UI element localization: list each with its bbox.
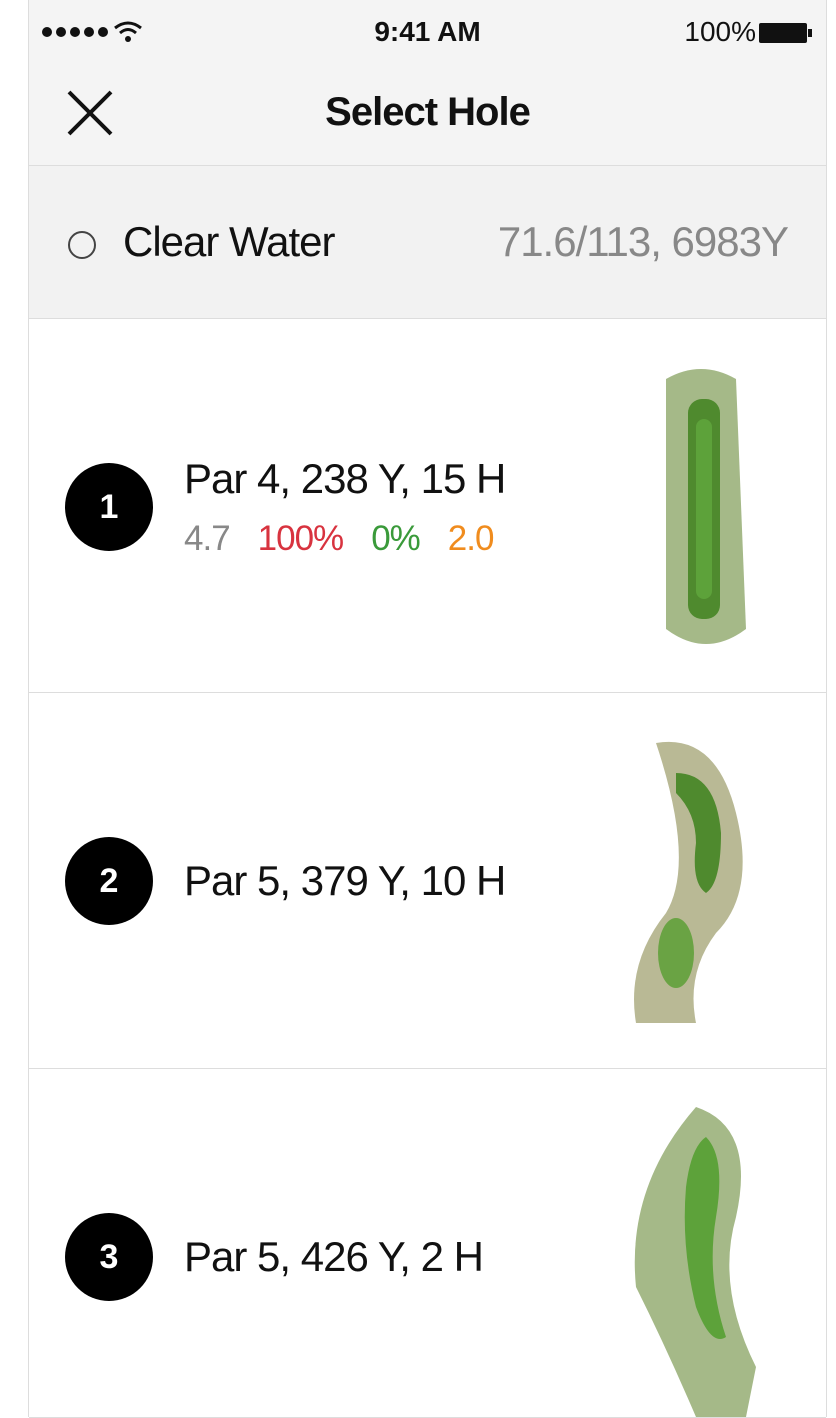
hole-info: Par 5, 379 Y, 10 H bbox=[184, 857, 505, 905]
hole-map bbox=[636, 359, 766, 659]
battery-icon bbox=[758, 22, 814, 44]
hole-row[interactable]: 2 Par 5, 379 Y, 10 H bbox=[29, 693, 826, 1069]
hole-row[interactable]: 1 Par 4, 238 Y, 15 H 4.7 100% 0% 2.0 bbox=[29, 319, 826, 693]
hole-map bbox=[626, 1107, 766, 1417]
battery-percent: 100% bbox=[684, 16, 756, 48]
stat: 4.7 bbox=[184, 519, 230, 558]
course-rating: 71.6/113, 6983Y bbox=[498, 218, 788, 266]
course-row[interactable]: Clear Water 71.6/113, 6983Y bbox=[29, 166, 826, 319]
nav-bar: Select Hole bbox=[29, 62, 826, 166]
hole-row[interactable]: 3 Par 5, 426 Y, 2 H bbox=[29, 1069, 826, 1418]
stat: 0% bbox=[371, 519, 420, 558]
hole-info: Par 5, 426 Y, 2 H bbox=[184, 1233, 483, 1281]
stat: 2.0 bbox=[448, 519, 494, 558]
hole-map bbox=[626, 733, 766, 1033]
hole-info: Par 4, 238 Y, 15 H bbox=[184, 455, 505, 503]
stat: 100% bbox=[258, 519, 344, 558]
screen: 9:41 AM 100% Select Hole Clear Water 71.… bbox=[28, 0, 827, 1417]
status-bar: 9:41 AM 100% bbox=[29, 0, 826, 62]
nav-title: Select Hole bbox=[29, 90, 826, 135]
hole-number: 3 bbox=[65, 1213, 153, 1301]
hole-number: 1 bbox=[65, 463, 153, 551]
hole-number: 2 bbox=[65, 837, 153, 925]
course-name: Clear Water bbox=[123, 218, 335, 266]
radio-button[interactable] bbox=[65, 228, 99, 262]
hole-stats: 4.7 100% 0% 2.0 bbox=[184, 519, 521, 559]
